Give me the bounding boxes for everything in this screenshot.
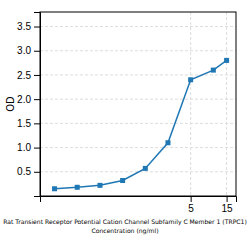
- y-grid-line: [40, 99, 236, 100]
- y-axis-line: [34, 13, 41, 197]
- y-tick-mark: [34, 51, 40, 52]
- x-axis-label: Rat Transient Receptor Potential Cation …: [3, 218, 247, 235]
- x-tick-mark: [191, 196, 192, 202]
- y-tick: 3.0: [17, 45, 40, 56]
- y-tick: 3.5: [17, 21, 40, 32]
- x-axis-label-line: Concentration (ng/ml): [91, 227, 158, 235]
- marker: [165, 140, 170, 145]
- line: [55, 60, 227, 188]
- x-tick: 5: [188, 196, 194, 214]
- marker: [188, 77, 193, 82]
- y-tick-label: 2.5: [17, 70, 31, 81]
- chart: 5 15 0.5 1.0 1.5 2.0 2.5 3.0 3.5 OD Rat Transient …: [0, 0, 250, 250]
- marker: [98, 183, 103, 188]
- y-tick-label: 3.5: [17, 21, 31, 32]
- y-tick: 1.0: [17, 142, 40, 153]
- y-tick: 2.5: [17, 70, 40, 81]
- y-tick-label: 1.5: [17, 118, 31, 129]
- y-tick-mark: [34, 148, 40, 149]
- y-tick-label: 2.0: [17, 94, 31, 105]
- y-grid-line: [40, 26, 236, 27]
- plot-area: 5 15 0.5 1.0 1.5 2.0 2.5 3.0 3.5: [17, 12, 236, 214]
- marker: [224, 58, 229, 63]
- x-grid-line: [226, 12, 227, 196]
- y-tick-label: 3.0: [17, 45, 31, 56]
- x-tick-mark: [227, 196, 228, 202]
- plot-frame: [40, 12, 236, 196]
- y-tick-label: 0.5: [17, 166, 31, 177]
- y-grid-line: [40, 123, 236, 124]
- y-tick: 0.5: [17, 166, 40, 177]
- marker: [52, 186, 57, 191]
- y-tick: 2.0: [17, 94, 40, 105]
- y-grid-line: [40, 74, 236, 75]
- y-tick-mark: [34, 75, 40, 76]
- y-tick-mark: [34, 99, 40, 100]
- x-axis-label-line: Rat Transient Receptor Potential Cation …: [3, 218, 247, 226]
- marker: [120, 178, 125, 183]
- y-tick-label: 1.0: [17, 142, 31, 153]
- marker: [143, 166, 148, 171]
- x-tick-label: 5: [188, 203, 194, 214]
- y-tick-mark: [34, 27, 40, 28]
- x-axis-line: [41, 197, 237, 203]
- y-axis: 0.5 1.0 1.5 2.0 2.5 3.0 3.5: [17, 13, 40, 197]
- x-tick-label: 15: [222, 203, 234, 214]
- x-grid-line: [190, 12, 191, 196]
- grid: [40, 12, 236, 196]
- y-tick: 1.5: [17, 118, 40, 129]
- y-tick-mark: [34, 123, 40, 124]
- marker: [211, 68, 216, 73]
- marks: [52, 58, 229, 191]
- y-axis-label: OD: [5, 96, 16, 112]
- y-grid-line: [40, 50, 236, 51]
- x-tick: 15: [222, 196, 234, 214]
- y-grid-line: [40, 147, 236, 148]
- x-axis: 5 15: [41, 196, 237, 214]
- y-tick-mark: [34, 172, 40, 173]
- marker: [75, 185, 80, 190]
